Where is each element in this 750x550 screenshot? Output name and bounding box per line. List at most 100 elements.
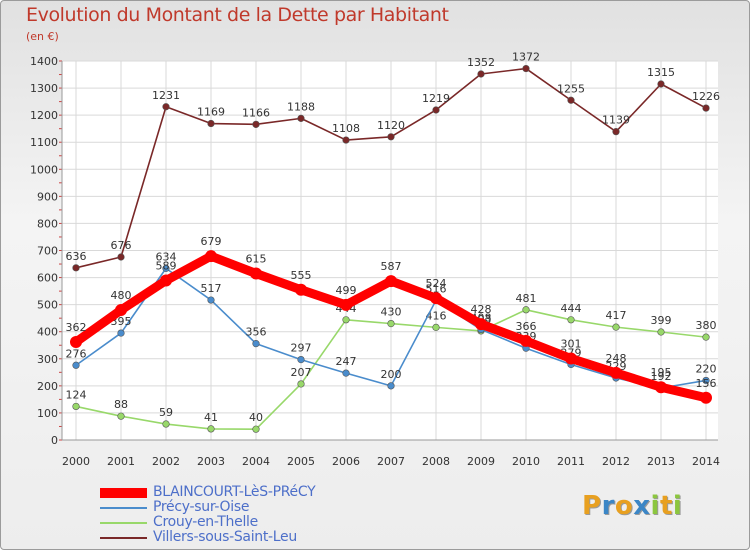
- y-tick-label: 400: [37, 326, 58, 339]
- data-point: [162, 264, 170, 272]
- chart-title: Evolution du Montant de la Dette par Hab…: [26, 4, 449, 26]
- data-point: [522, 64, 530, 73]
- data-point: [297, 114, 305, 122]
- data-label: 195: [651, 366, 672, 379]
- data-point: [117, 329, 125, 337]
- data-point: [342, 369, 350, 377]
- x-tick-label: 2001: [107, 455, 135, 468]
- data-label: 362: [66, 321, 87, 334]
- data-point: [610, 366, 622, 379]
- data-point: [72, 361, 80, 369]
- x-tick-label: 2004: [242, 455, 270, 468]
- data-point: [72, 402, 80, 411]
- legend-swatch-villers: [100, 536, 147, 539]
- logo-letter: r: [601, 491, 615, 521]
- legend-label-villers: Villers-sous-Saint-Leu: [153, 529, 297, 545]
- data-label: 1188: [287, 100, 315, 113]
- data-point: [252, 425, 260, 433]
- data-point: [252, 120, 260, 128]
- data-point: [207, 119, 215, 128]
- data-point: [295, 283, 307, 296]
- data-label: 444: [561, 302, 582, 315]
- data-label: 1231: [152, 89, 180, 102]
- data-label: 220: [696, 362, 717, 375]
- x-tick-label: 2000: [62, 455, 90, 468]
- data-label: 192: [651, 370, 672, 383]
- data-point: [387, 319, 395, 328]
- y-tick-label: 700: [37, 245, 58, 258]
- legend-label-blaincourt: BLAINCOURT-LèS-PRéCY: [153, 484, 316, 500]
- data-point: [297, 355, 305, 364]
- data-label: 480: [111, 289, 132, 302]
- data-label: 481: [516, 292, 537, 305]
- data-label: 248: [606, 352, 627, 365]
- data-point: [385, 275, 397, 288]
- y-tick-label: 800: [37, 217, 58, 230]
- data-label: 399: [651, 314, 672, 327]
- logo-letter: i: [672, 491, 683, 521]
- data-label: 40: [249, 411, 263, 424]
- data-label: 1166: [242, 106, 270, 119]
- data-label: 1219: [422, 92, 450, 105]
- data-label: 301: [561, 338, 582, 351]
- chart-subtitle: (en €): [26, 30, 59, 43]
- data-label: 88: [114, 398, 128, 411]
- data-label: 1255: [557, 82, 585, 95]
- data-point: [612, 128, 620, 136]
- x-tick-label: 2013: [647, 455, 675, 468]
- legend-item-blaincourt: BLAINCOURT-LèS-PRéCY: [100, 484, 316, 500]
- data-point: [567, 96, 575, 104]
- y-tick-label: 1400: [30, 55, 58, 68]
- data-label: 1169: [197, 106, 225, 119]
- data-label: 1120: [377, 119, 405, 132]
- data-label: 297: [291, 342, 312, 355]
- data-point: [700, 391, 712, 404]
- data-label: 41: [204, 411, 218, 424]
- x-tick-label: 2006: [332, 455, 360, 468]
- logo-letter: t: [659, 491, 673, 521]
- data-point: [432, 323, 440, 331]
- data-label: 1315: [647, 66, 675, 79]
- data-point: [70, 336, 82, 349]
- data-label: 380: [696, 319, 717, 332]
- logo-letter: x: [633, 491, 651, 521]
- y-tick-label: 1200: [30, 109, 58, 122]
- data-point: [205, 250, 217, 263]
- data-point: [475, 318, 487, 331]
- data-label: 636: [66, 250, 87, 263]
- y-tick-label: 1300: [30, 82, 58, 95]
- data-point: [655, 381, 667, 394]
- proxiti-logo: Proxiti: [582, 491, 682, 521]
- data-point: [117, 253, 125, 261]
- legend-swatch-blaincourt: [100, 487, 147, 498]
- y-tick-label: 600: [37, 272, 58, 285]
- data-point: [657, 328, 665, 336]
- y-tick-label: 0: [51, 434, 58, 447]
- data-label: 517: [201, 282, 222, 295]
- data-point: [207, 296, 215, 304]
- x-tick-label: 2010: [512, 455, 540, 468]
- data-point: [702, 376, 710, 385]
- data-label: 1372: [512, 51, 540, 64]
- x-tick-label: 2002: [152, 455, 180, 468]
- x-tick-label: 2009: [467, 455, 495, 468]
- data-label: 156: [696, 377, 717, 390]
- data-label: 428: [471, 303, 492, 316]
- data-label: 499: [336, 284, 357, 297]
- logo-letter: o: [614, 491, 634, 521]
- data-label: 524: [426, 277, 447, 290]
- data-point: [387, 382, 395, 390]
- data-point: [160, 274, 172, 287]
- data-point: [207, 425, 215, 433]
- legend-swatch-crouy: [100, 521, 147, 524]
- data-point: [72, 264, 80, 272]
- y-tick-label: 500: [37, 299, 58, 312]
- data-label: 59: [159, 406, 173, 419]
- legend-label-precy: Précy-sur-Oise: [153, 499, 250, 515]
- data-point: [115, 304, 127, 317]
- data-point: [162, 103, 170, 111]
- data-point: [342, 316, 350, 324]
- x-tick-label: 2012: [602, 455, 630, 468]
- data-label: 589: [156, 260, 177, 273]
- data-point: [567, 316, 575, 324]
